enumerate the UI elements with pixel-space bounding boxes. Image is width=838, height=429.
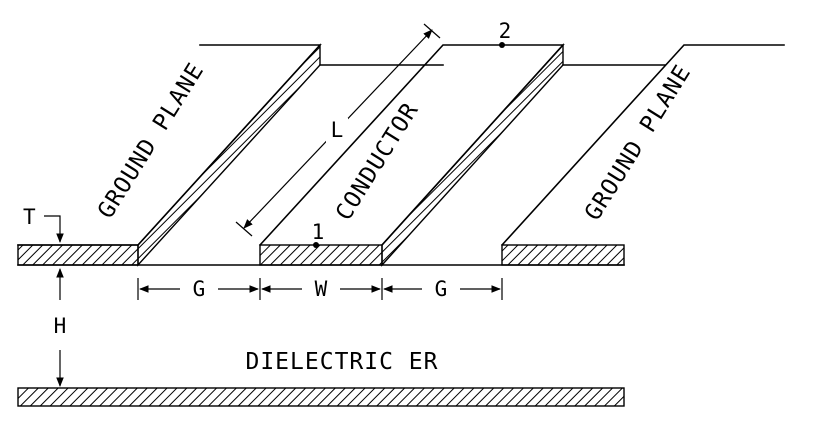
length-tick-top (423, 23, 441, 39)
right-ground-outline (500, 44, 785, 247)
height-label: H (54, 314, 67, 338)
length-label-bg (326, 118, 348, 144)
conductor-front-face (259, 244, 383, 266)
length-label: L (331, 118, 344, 142)
ground-plane-right-label: GROUND PLANE (580, 60, 696, 225)
gap-left-label: G (193, 277, 206, 301)
left-ground-front-face (17, 244, 139, 266)
dielectric-label: DIELECTRIC ER (245, 349, 438, 375)
conductor-side-face (381, 43, 564, 267)
thickness-label: T (23, 205, 36, 229)
port-1-dot (313, 242, 319, 248)
gap-right-label: G (435, 277, 448, 301)
port-1-label: 1 (312, 220, 325, 244)
width-label: W (315, 277, 328, 301)
port-2-dot (499, 42, 505, 48)
left-ground-side-face (137, 43, 321, 267)
length-tick-bottom (235, 221, 253, 237)
thickness-leader (44, 215, 64, 243)
substrate-bottom-layer (17, 387, 625, 407)
port-2-label: 2 (499, 19, 512, 43)
right-ground-front-face (501, 244, 625, 266)
